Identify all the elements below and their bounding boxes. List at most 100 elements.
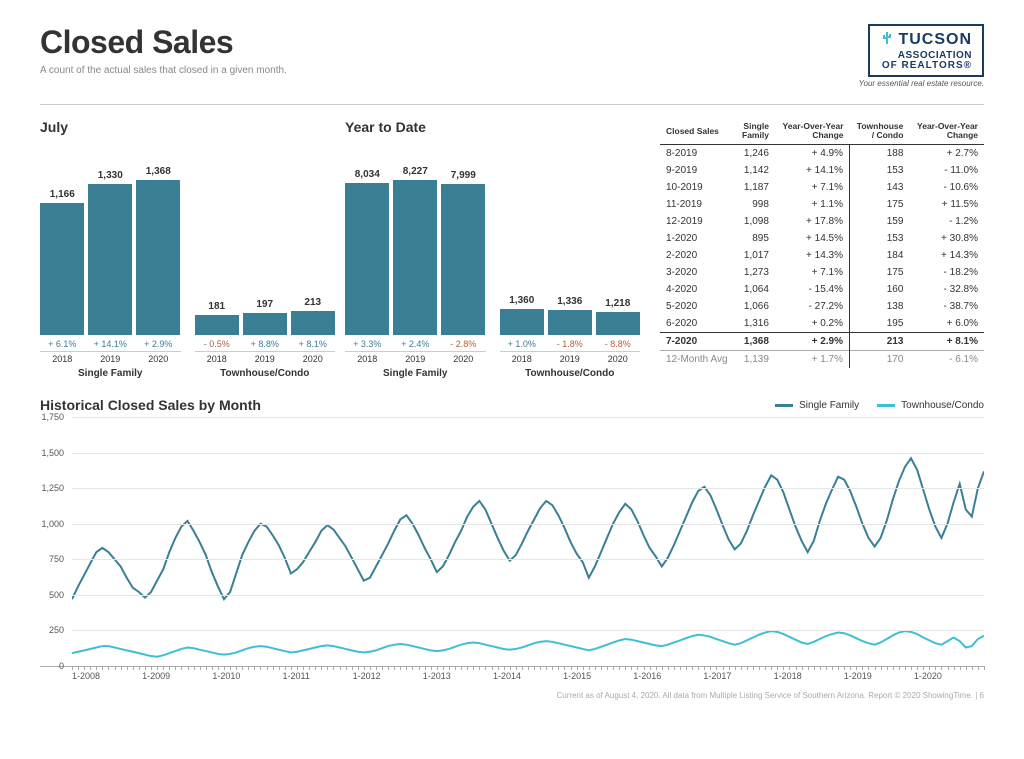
- logo-line1: TUCSON: [880, 30, 972, 50]
- table-row: 8-20191,246+ 4.9%188+ 2.7%: [660, 144, 984, 162]
- bar: [345, 183, 389, 335]
- bar: [88, 184, 132, 335]
- table-row: 10-20191,187+ 7.1%143- 10.6%: [660, 179, 984, 196]
- historical-title: Historical Closed Sales by Month: [40, 397, 261, 413]
- year-label: 2020: [596, 354, 640, 364]
- plot-area: [72, 417, 984, 666]
- x-tick-label: 1-2017: [703, 671, 773, 681]
- table-row: 12-Month Avg1,139+ 1.7%170- 6.1%: [660, 350, 984, 368]
- line-chart: 02505007501,0001,2501,5001,750: [40, 417, 984, 667]
- series-line: [72, 458, 984, 599]
- page-title: Closed Sales: [40, 24, 287, 61]
- series-line: [72, 631, 984, 657]
- bar: [548, 310, 592, 335]
- grid-line: [72, 453, 984, 454]
- sub-label: Townhouse/Condo: [500, 368, 641, 379]
- bar: [40, 203, 84, 335]
- table-row: 5-20201,066- 27.2%138- 38.7%: [660, 298, 984, 315]
- bar: [596, 312, 640, 335]
- bar-value: 8,227: [403, 166, 428, 177]
- x-tick-label: 1-2014: [493, 671, 563, 681]
- table-row: 2-20201,017+ 14.3%184+ 14.3%: [660, 247, 984, 264]
- x-tick-label: 1-2008: [72, 671, 142, 681]
- bar-value: 7,999: [451, 170, 476, 181]
- x-tick-label: 1-2018: [774, 671, 844, 681]
- x-tick-label: 1-2009: [142, 671, 212, 681]
- logo: TUCSON ASSOCIATION OF REALTORS® Your ess…: [859, 24, 984, 88]
- pct-change: + 3.3%: [345, 339, 389, 349]
- legend-item: Single Family: [775, 400, 859, 411]
- bar-value: 1,330: [98, 170, 123, 181]
- bar-value: 181: [208, 301, 225, 312]
- historical-section: Historical Closed Sales by Month Single …: [40, 397, 984, 681]
- year-label: 2020: [136, 354, 180, 364]
- bar: [136, 180, 180, 335]
- grid-line: [72, 417, 984, 418]
- top-section: July1,1661,3301,368+ 6.1%+ 14.1%+ 2.9%20…: [40, 119, 984, 379]
- chart-group: July1,1661,3301,368+ 6.1%+ 14.1%+ 2.9%20…: [40, 119, 335, 379]
- pct-change: + 2.4%: [393, 339, 437, 349]
- cactus-icon: [880, 30, 894, 50]
- y-tick-label: 0: [59, 661, 64, 671]
- historical-header: Historical Closed Sales by Month Single …: [40, 397, 984, 413]
- year-label: 2019: [243, 354, 287, 364]
- y-tick-label: 250: [49, 625, 64, 635]
- x-tick-label: 1-2010: [212, 671, 282, 681]
- pct-change: + 8.8%: [243, 339, 287, 349]
- pct-change: + 14.1%: [88, 339, 132, 349]
- sub-label: Single Family: [40, 368, 181, 379]
- x-tick-label: 1-2013: [423, 671, 493, 681]
- pct-change: + 2.9%: [136, 339, 180, 349]
- grid-line: [72, 595, 984, 596]
- grid-line: [72, 559, 984, 560]
- table-row: 1-2020895+ 14.5%153+ 30.8%: [660, 230, 984, 247]
- year-label: 2020: [441, 354, 485, 364]
- sub-group: 8,034 8,227 7,999 + 3.3% + 2.4% - 2.8% 2018 201…: [345, 145, 486, 379]
- legend-item: Townhouse/Condo: [877, 400, 984, 411]
- chart-group-title: Year to Date: [345, 119, 640, 135]
- bar-value: 1,368: [146, 166, 171, 177]
- bar: [500, 309, 544, 335]
- table-header: Townhouse/ Condo: [850, 119, 910, 144]
- year-label: 2020: [291, 354, 335, 364]
- bar-value: 213: [304, 297, 321, 308]
- legend-swatch: [877, 404, 895, 407]
- grid-line: [72, 488, 984, 489]
- pct-change: - 1.8%: [548, 339, 592, 349]
- y-tick-label: 1,750: [41, 412, 64, 422]
- pct-change: + 8.1%: [291, 339, 335, 349]
- table-row: 3-20201,273+ 7.1%175- 18.2%: [660, 264, 984, 281]
- table-header: SingleFamily: [735, 119, 775, 144]
- y-axis-labels: 02505007501,0001,2501,5001,750: [34, 417, 64, 666]
- sub-label: Single Family: [345, 368, 486, 379]
- x-tick-label: 1-2015: [563, 671, 633, 681]
- page-footer: Current as of August 4, 2020. All data f…: [40, 691, 984, 700]
- data-table: Closed SalesSingleFamilyYear-Over-YearCh…: [660, 119, 984, 368]
- year-label: 2019: [393, 354, 437, 364]
- y-tick-label: 500: [49, 590, 64, 600]
- grid-line: [72, 630, 984, 631]
- bar: [393, 180, 437, 335]
- page-subtitle: A count of the actual sales that closed …: [40, 65, 287, 76]
- bar-value: 1,218: [605, 298, 630, 309]
- pct-change: - 0.5%: [195, 339, 239, 349]
- logo-box: TUCSON ASSOCIATION OF REALTORS®: [868, 24, 984, 77]
- pct-change: - 2.8%: [441, 339, 485, 349]
- x-tick-label: 1-2012: [353, 671, 423, 681]
- bar-value: 197: [256, 299, 273, 310]
- y-tick-label: 750: [49, 554, 64, 564]
- header-separator: [40, 104, 984, 105]
- title-block: Closed Sales A count of the actual sales…: [40, 24, 287, 76]
- bar: [243, 313, 287, 335]
- table-row: 11-2019998+ 1.1%175+ 11.5%: [660, 196, 984, 213]
- year-label: 2019: [88, 354, 132, 364]
- table-header: Year-Over-YearChange: [909, 119, 984, 144]
- bar-value: 8,034: [355, 169, 380, 180]
- x-tick-label: 1-2020: [914, 671, 984, 681]
- table-row: 7-20201,368+ 2.9%213+ 8.1%: [660, 332, 984, 350]
- year-label: 2018: [345, 354, 389, 364]
- bar-value: 1,166: [50, 189, 75, 200]
- year-label: 2018: [500, 354, 544, 364]
- bar: [195, 315, 239, 336]
- bar-value: 1,360: [509, 295, 534, 306]
